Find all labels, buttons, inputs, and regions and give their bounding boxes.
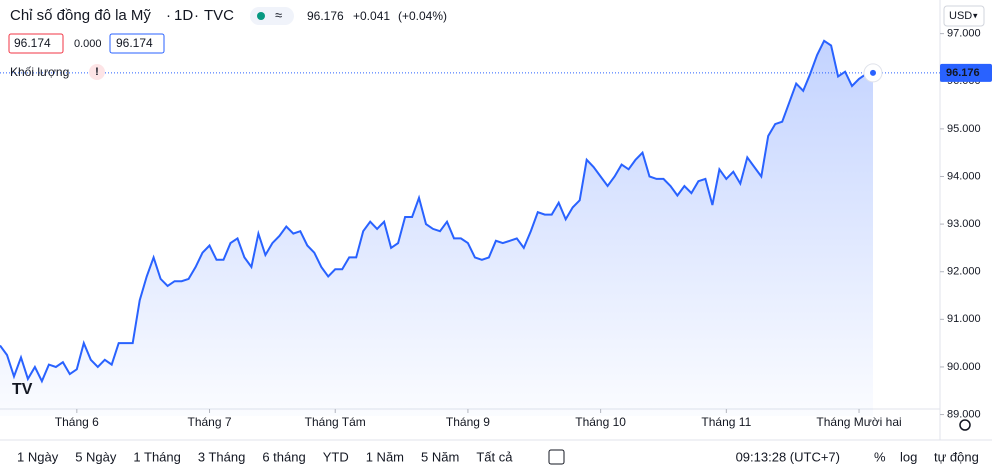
currency: USD (949, 10, 972, 22)
y-tick-label: 95.000 (947, 123, 981, 135)
last-price-tag-label: 96.176 (946, 67, 980, 79)
x-tick-label: Tháng 6 (55, 415, 99, 429)
change: +0.041 (353, 9, 390, 23)
settings-icon[interactable] (959, 419, 971, 431)
interval: 1D (174, 7, 193, 24)
delayed-icon: ≈ (275, 7, 282, 22)
range-button[interactable]: Tất cả (476, 449, 513, 464)
market-status-icon (257, 12, 265, 20)
last-point (870, 69, 876, 76)
range-button[interactable]: 5 Ngày (75, 449, 117, 464)
range-button[interactable]: 3 Tháng (198, 449, 245, 464)
y-tick-label: 92.000 (947, 266, 981, 278)
y-tick-label: 89.000 (947, 408, 981, 420)
last-price: 96.176 (307, 9, 344, 23)
range-button[interactable]: 1 Ngày (17, 449, 59, 464)
y-tick-label: 90.000 (947, 361, 981, 373)
warning-mark: ! (95, 66, 99, 78)
source: TVC (204, 7, 234, 24)
y-tick-label: 97.000 (947, 28, 981, 40)
clock: 09:13:28 (UTC+7) (736, 449, 840, 464)
ohlc-value: 96.174 (116, 36, 153, 50)
dropdown-arrow: ▾ (973, 10, 978, 20)
logo: TV (12, 381, 33, 398)
x-tick-label: Tháng 11 (701, 415, 751, 429)
date-range-icon[interactable] (548, 449, 565, 465)
x-tick-label: Tháng Mười hai (816, 415, 901, 429)
currency-button[interactable] (943, 5, 985, 27)
range-button[interactable]: YTD (323, 449, 349, 464)
last-price-tag (940, 63, 992, 82)
range-button[interactable]: 6 tháng (262, 449, 305, 464)
y-tick-label: 91.000 (947, 313, 981, 325)
symbol-title: Chỉ số đồng đô la Mỹ (10, 7, 151, 24)
x-tick-label: Tháng 7 (187, 415, 231, 429)
x-tick-label: Tháng 10 (575, 415, 626, 429)
y-tick-label: 94.000 (947, 170, 981, 182)
volume-label: Khối lượng (10, 65, 69, 79)
warning-icon[interactable] (89, 64, 105, 80)
box (109, 33, 165, 54)
ohlc-value: 96.174 (14, 36, 51, 50)
separator: · (166, 7, 171, 24)
separator: · (194, 7, 199, 24)
scale-option[interactable]: tự động (934, 449, 979, 464)
plot (0, 39, 940, 417)
box (8, 33, 64, 54)
range-button[interactable]: 5 Năm (421, 449, 459, 464)
area-fill (0, 40, 873, 417)
change-percent: (+0.04%) (398, 9, 447, 23)
scale-option[interactable]: log (900, 449, 917, 464)
scale-option[interactable]: % (874, 449, 886, 464)
range-button[interactable]: 1 Năm (366, 449, 404, 464)
status-pill[interactable] (250, 7, 294, 25)
range-button[interactable]: 1 Tháng (133, 449, 180, 464)
y-tick-label: 93.000 (947, 218, 981, 230)
price-line (0, 39, 874, 384)
x-tick-label: Tháng 9 (446, 415, 490, 429)
ohlc-value: 0.000 (74, 38, 102, 50)
x-tick-label: Tháng Tám (305, 415, 366, 429)
